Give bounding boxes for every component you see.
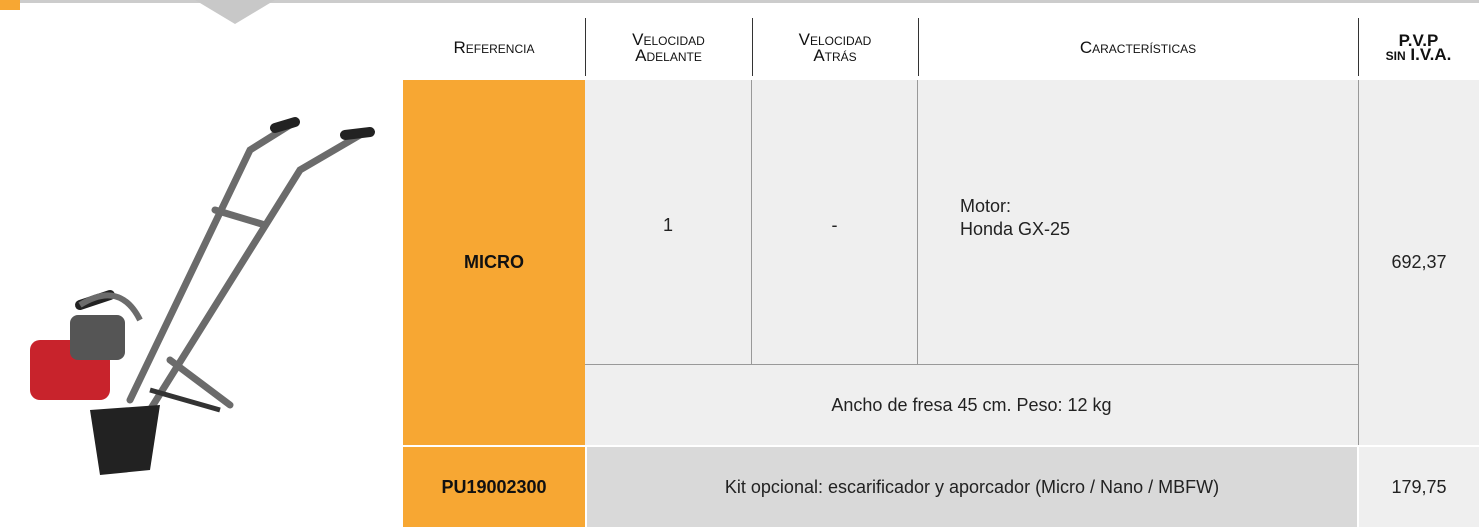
header-caracteristicas: Características [918,15,1358,80]
cell-nota: Ancho de fresa 45 cm. Peso: 12 kg [585,364,1358,445]
header-text: sin I.V.A. [1385,44,1452,64]
pointer [195,0,275,24]
header-separator [585,18,586,76]
header-pvp: P.V.P sin I.V.A. [1358,15,1479,80]
header-text: Velocidad [632,29,705,49]
feature-line: Motor: [960,196,1012,216]
product-image [30,117,375,475]
top-rule [0,0,1479,3]
header-separator [1358,18,1359,76]
header-text: Atrás [813,45,857,65]
cell-caracteristicas: Motor: Honda GX-25 [918,80,1358,364]
header-text: Referencia [453,37,535,57]
header-separator [918,18,919,76]
header-text: Velocidad [798,29,872,49]
cell-pvp: 692,37 [1358,80,1479,445]
header-separator [752,18,753,76]
header-velocidad-atras: Velocidad Atrás [752,15,918,80]
header-text: Características [1079,37,1197,57]
top-accent [0,0,20,10]
header-velocidad-adelante: Velocidad Adelante [585,15,752,80]
cell-referencia: PU19002300 [403,447,585,527]
header-text: Adelante [635,45,702,65]
cell-velocidad-atras: - [752,80,918,364]
feature-line: Honda GX-25 [960,219,1071,239]
header-referencia: Referencia [403,15,585,80]
cell-referencia: MICRO [403,80,585,445]
cell-pvp: 179,75 [1359,447,1479,527]
header-text: P.V.P [1398,30,1439,50]
cell-descripcion: Kit opcional: escarificador y aporcador … [587,447,1357,527]
cell-velocidad-adelante: 1 [585,80,752,364]
